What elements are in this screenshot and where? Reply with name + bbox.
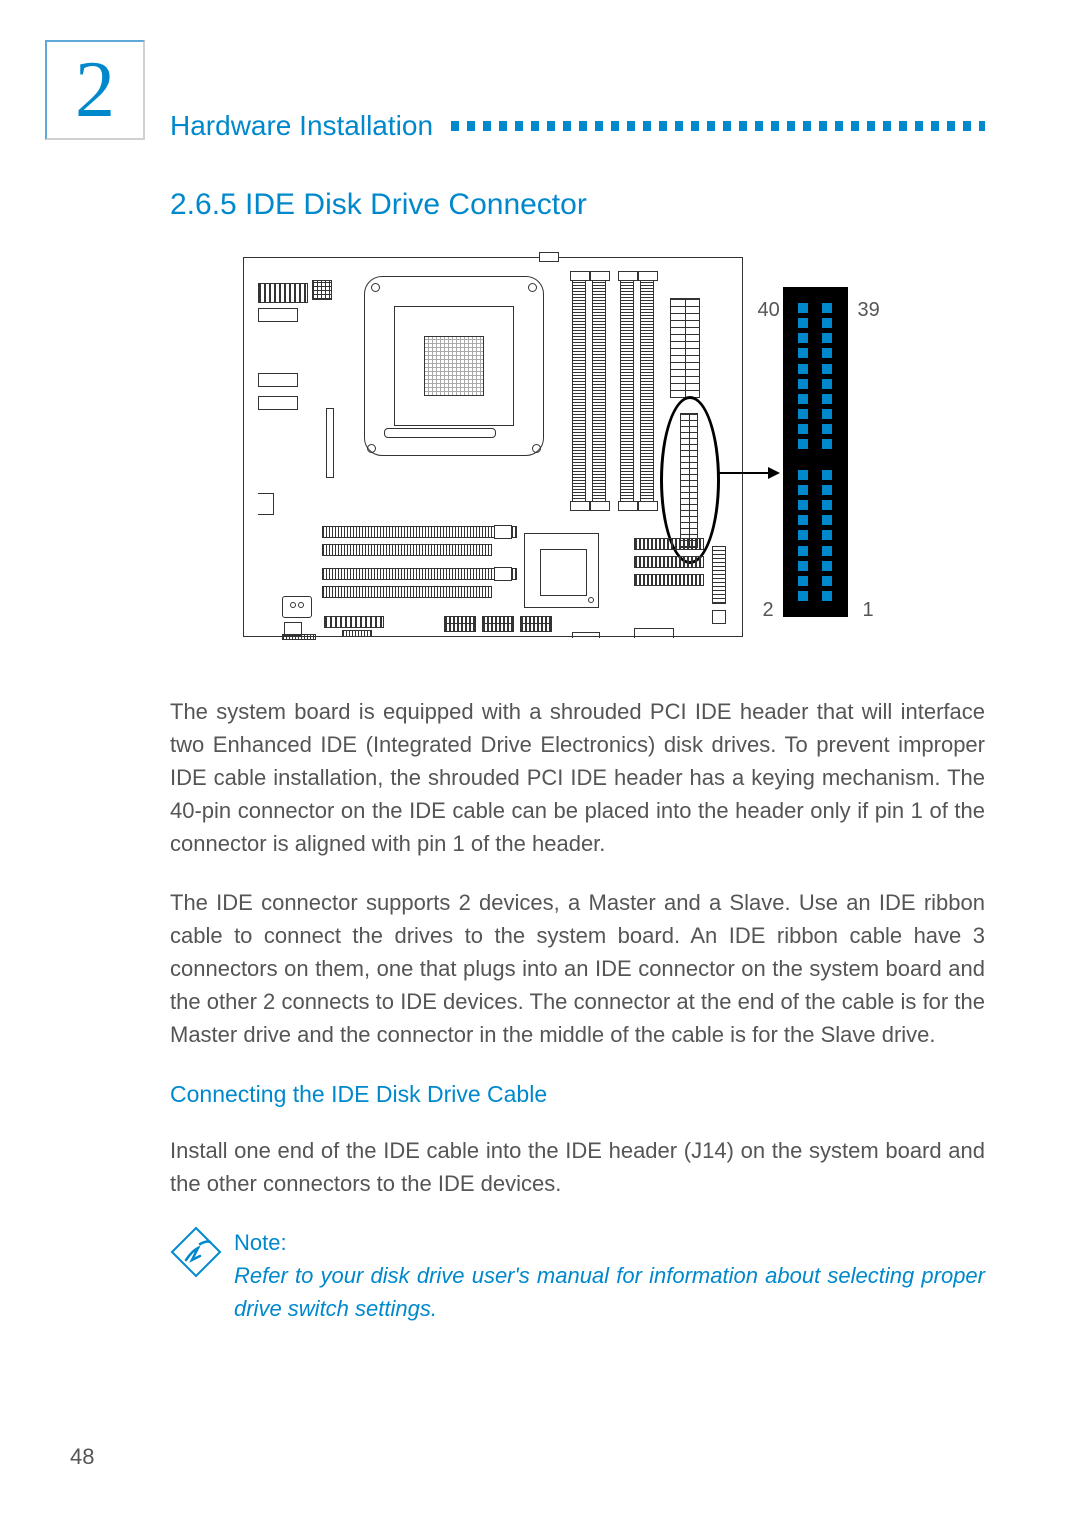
pin-label-2: 2 [763, 595, 774, 625]
paragraph-3: Install one end of the IDE cable into th… [170, 1134, 985, 1200]
note-title: Note: [234, 1226, 985, 1259]
chapter-number: 2 [75, 30, 115, 150]
subheading: Connecting the IDE Disk Drive Cable [170, 1077, 985, 1112]
ide-pinout-block [783, 287, 848, 617]
note-text: Note: Refer to your disk drive user's ma… [234, 1226, 985, 1325]
pin-label-40: 40 [758, 295, 780, 325]
running-header: Hardware Installation [170, 105, 985, 147]
page-number: 48 [70, 1440, 94, 1473]
pin-label-1: 1 [863, 595, 874, 625]
header-dots [451, 121, 985, 131]
board-outline [243, 257, 743, 637]
paragraph-1: The system board is equipped with a shro… [170, 695, 985, 860]
chapter-number-badge: 2 [45, 40, 145, 140]
note-icon [170, 1226, 222, 1278]
note-body: Refer to your disk drive user's manual f… [234, 1259, 985, 1325]
page-content: Hardware Installation 2.6.5 IDE Disk Dri… [0, 0, 1080, 1325]
paragraph-2: The IDE connector supports 2 devices, a … [170, 886, 985, 1051]
arrow-to-pinout [718, 472, 778, 474]
motherboard-diagram: 40 39 2 1 [243, 257, 913, 657]
section-title: 2.6.5 IDE Disk Drive Connector [170, 182, 985, 227]
pin-label-39: 39 [858, 295, 880, 325]
diagram-container: 40 39 2 1 [170, 257, 985, 657]
header-title: Hardware Installation [170, 105, 433, 147]
note-block: Note: Refer to your disk drive user's ma… [170, 1226, 985, 1325]
